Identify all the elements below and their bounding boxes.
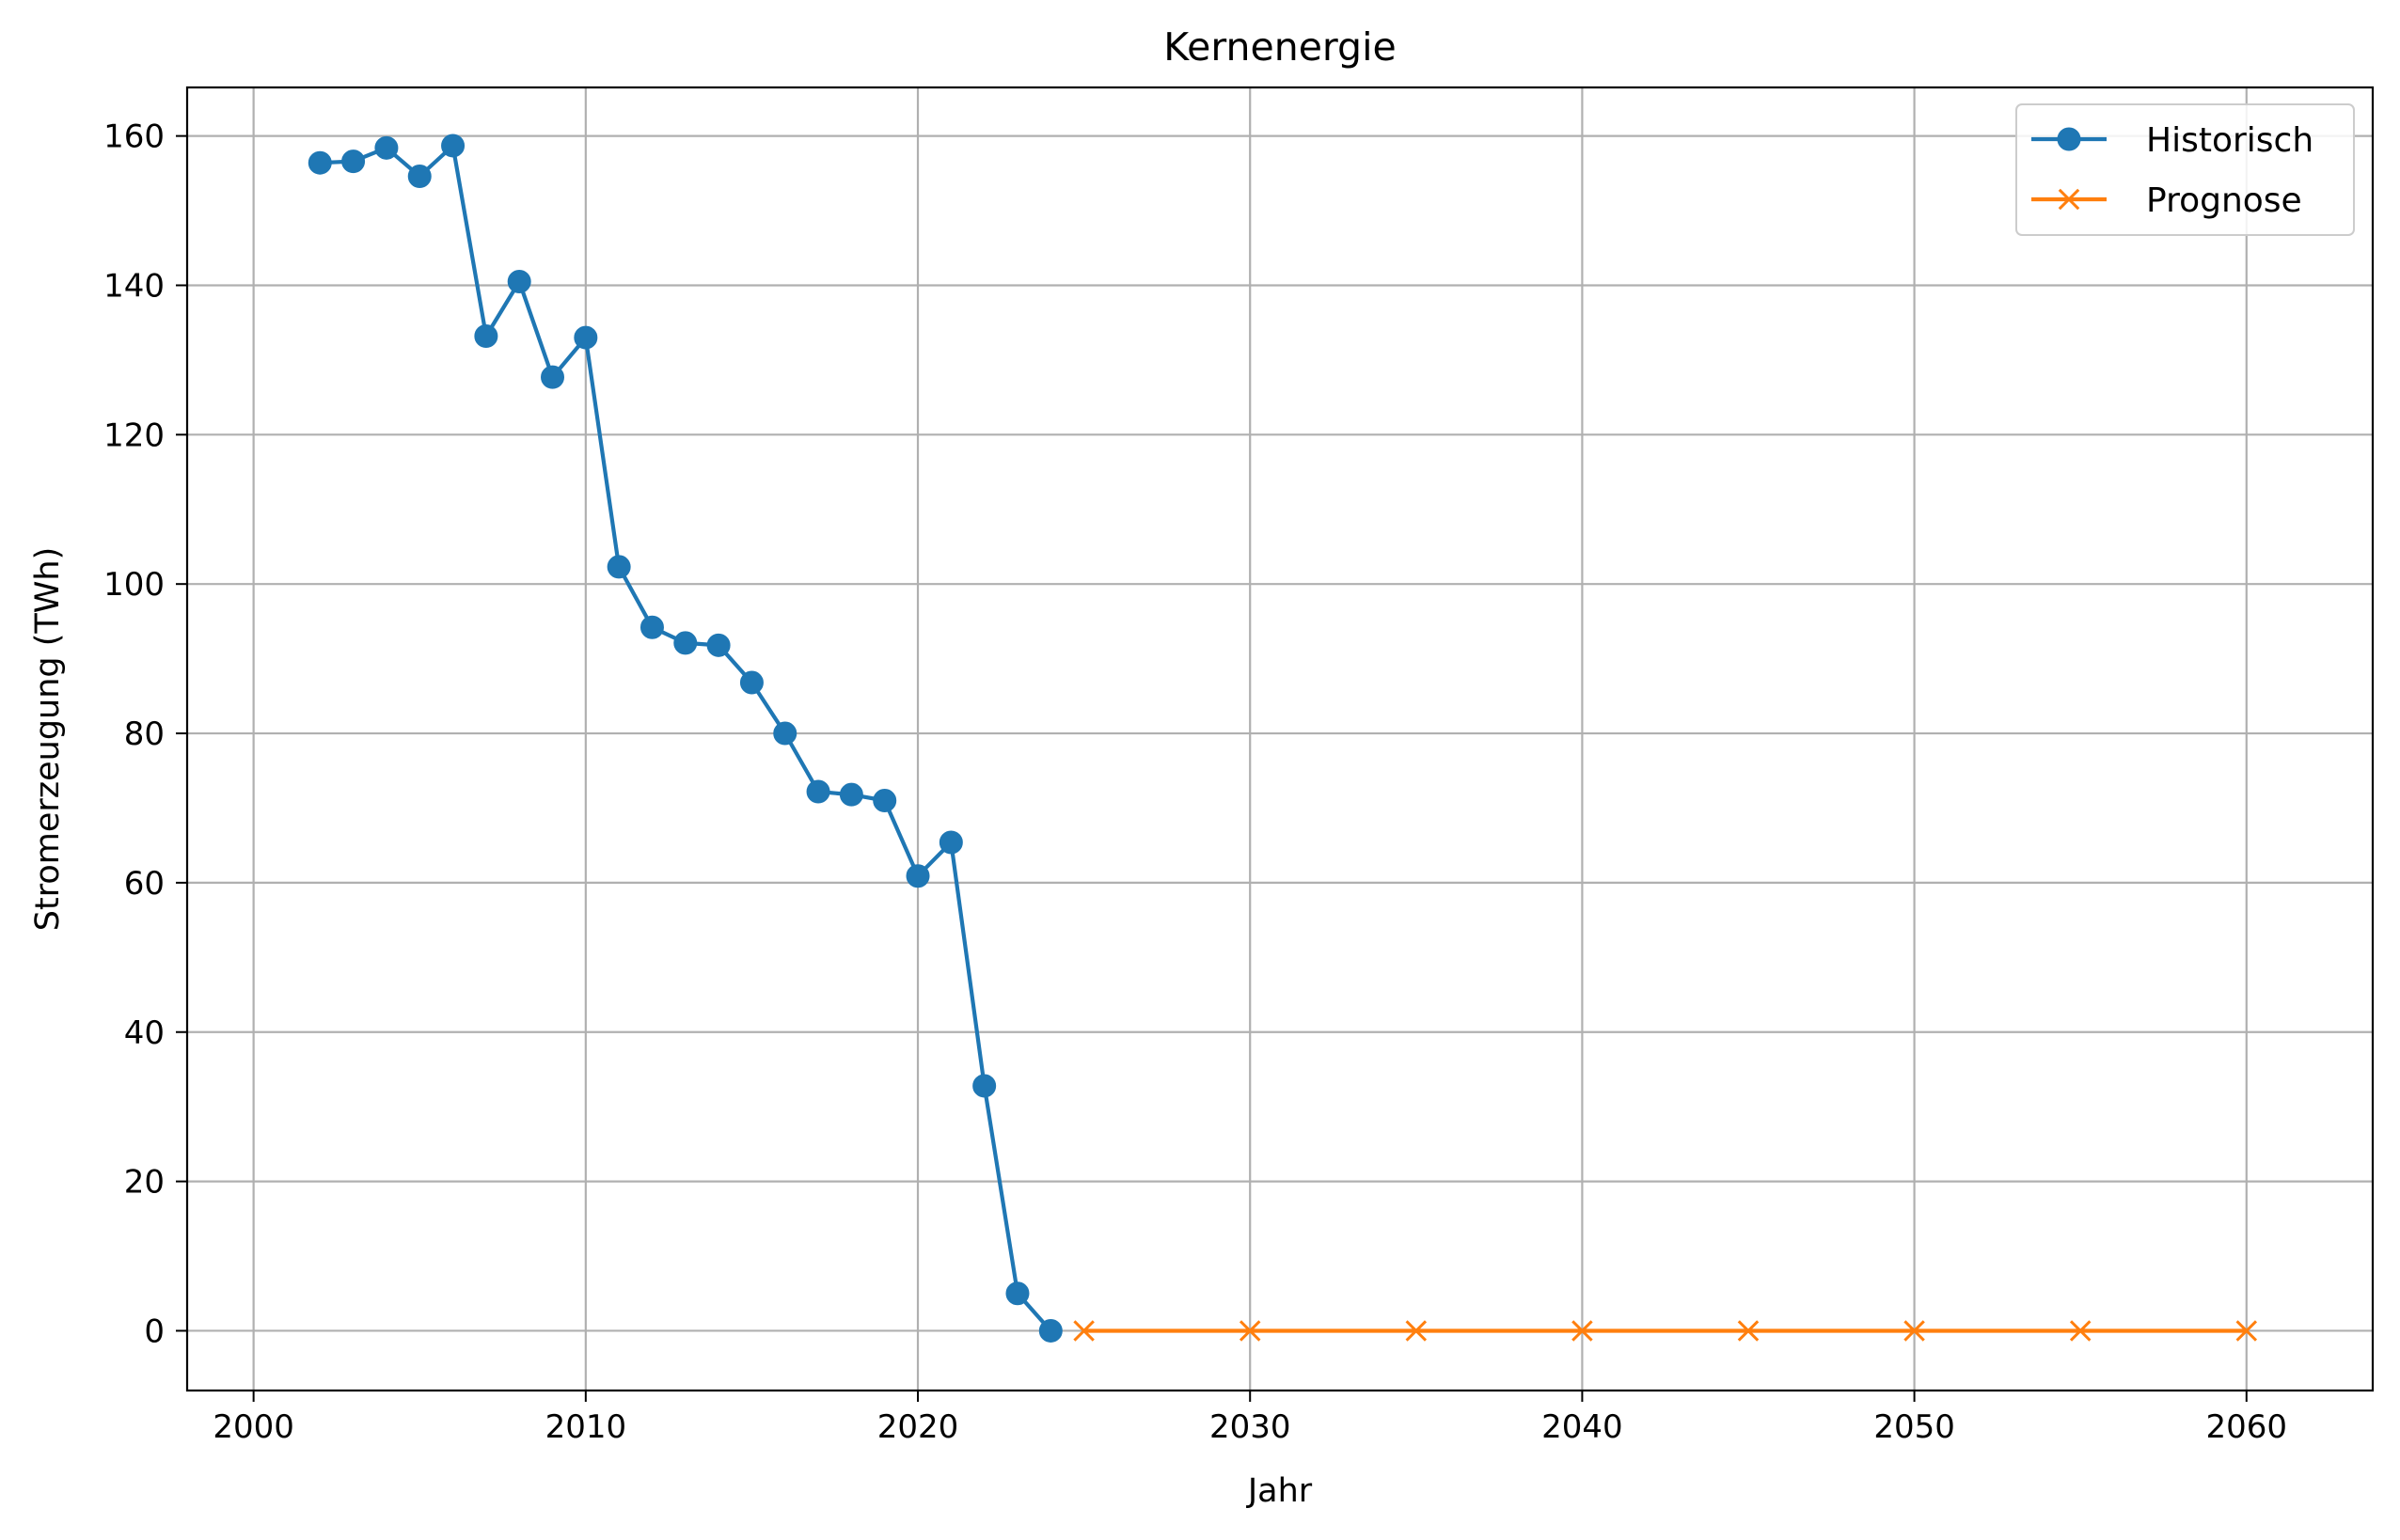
legend-entry-historisch: Historisch <box>2031 121 2313 160</box>
data-point-historisch <box>507 270 531 294</box>
data-point-historisch <box>806 779 830 804</box>
legend: Historisch Prognose <box>2015 103 2355 236</box>
series-prognose <box>1073 1320 2258 1342</box>
plot-frame <box>185 86 2375 1392</box>
x-tick-label: 2000 <box>213 1408 294 1446</box>
data-point-prognose <box>2235 1320 2258 1342</box>
data-point-historisch <box>374 135 399 160</box>
x-axis-label: Jahr <box>1246 1472 1313 1510</box>
data-point-historisch <box>607 555 631 579</box>
data-point-historisch <box>972 1074 997 1098</box>
data-point-historisch <box>939 830 963 855</box>
data-point-historisch <box>441 134 466 158</box>
chart-title: Kernenergie <box>1163 24 1396 70</box>
data-point-prognose <box>1239 1320 1261 1342</box>
data-point-historisch <box>639 615 664 639</box>
series-historisch <box>308 134 1063 1343</box>
data-point-historisch <box>474 323 498 348</box>
legend-label-prognose: Prognose <box>2146 181 2302 220</box>
data-point-historisch <box>1005 1281 1030 1306</box>
legend-frame <box>2015 103 2355 236</box>
data-point-historisch <box>341 149 366 174</box>
x-tick-label: 2030 <box>1209 1408 1291 1446</box>
data-point-prognose <box>1073 1320 1095 1342</box>
data-point-historisch <box>1038 1318 1063 1343</box>
grid-layer <box>187 87 2373 1391</box>
x-tick-label: 2010 <box>545 1408 627 1446</box>
x-tick-label: 2040 <box>1541 1408 1623 1446</box>
x-tick-label: 2060 <box>2206 1408 2288 1446</box>
data-point-historisch <box>906 864 930 888</box>
tick-layer: 2000 2010 2020 2030 2040 2050 2060020406080100… <box>103 118 2287 1446</box>
data-point-historisch <box>839 782 863 807</box>
data-point-historisch <box>739 670 764 695</box>
y-tick-label: 140 <box>103 267 165 305</box>
data-point-prognose <box>1903 1320 1925 1342</box>
x-tick-label: 2050 <box>1873 1408 1955 1446</box>
legend-marker-prognose <box>2058 188 2080 211</box>
data-point-historisch <box>706 633 731 657</box>
data-point-historisch <box>873 789 897 813</box>
y-tick-label: 80 <box>124 715 165 753</box>
y-tick-label: 160 <box>103 118 165 156</box>
data-point-historisch <box>574 325 598 350</box>
data-point-prognose <box>1571 1320 1593 1342</box>
data-point-historisch <box>541 365 565 389</box>
y-tick-label: 20 <box>124 1164 165 1202</box>
data-point-historisch <box>673 631 698 655</box>
data-point-prognose <box>1737 1320 1760 1342</box>
data-point-historisch <box>773 721 797 746</box>
series-layer <box>308 134 2258 1343</box>
data-point-prognose <box>2069 1320 2092 1342</box>
y-tick-label: 40 <box>124 1014 165 1052</box>
legend-entry-prognose: Prognose <box>2031 181 2302 220</box>
legend-marker-historisch <box>2057 127 2081 151</box>
y-tick-label: 60 <box>124 865 165 903</box>
y-tick-label: 100 <box>103 566 165 604</box>
x-tick-label: 2020 <box>877 1408 959 1446</box>
y-tick-label: 0 <box>144 1312 165 1350</box>
series-line-historisch <box>320 143 1052 1332</box>
data-point-historisch <box>407 165 432 189</box>
y-tick-label: 120 <box>103 416 165 454</box>
y-axis-label: Stromerzeugung (TWh) <box>29 547 67 931</box>
data-point-historisch <box>308 150 332 175</box>
legend-label-historisch: Historisch <box>2146 121 2313 160</box>
data-point-prognose <box>1405 1320 1428 1342</box>
